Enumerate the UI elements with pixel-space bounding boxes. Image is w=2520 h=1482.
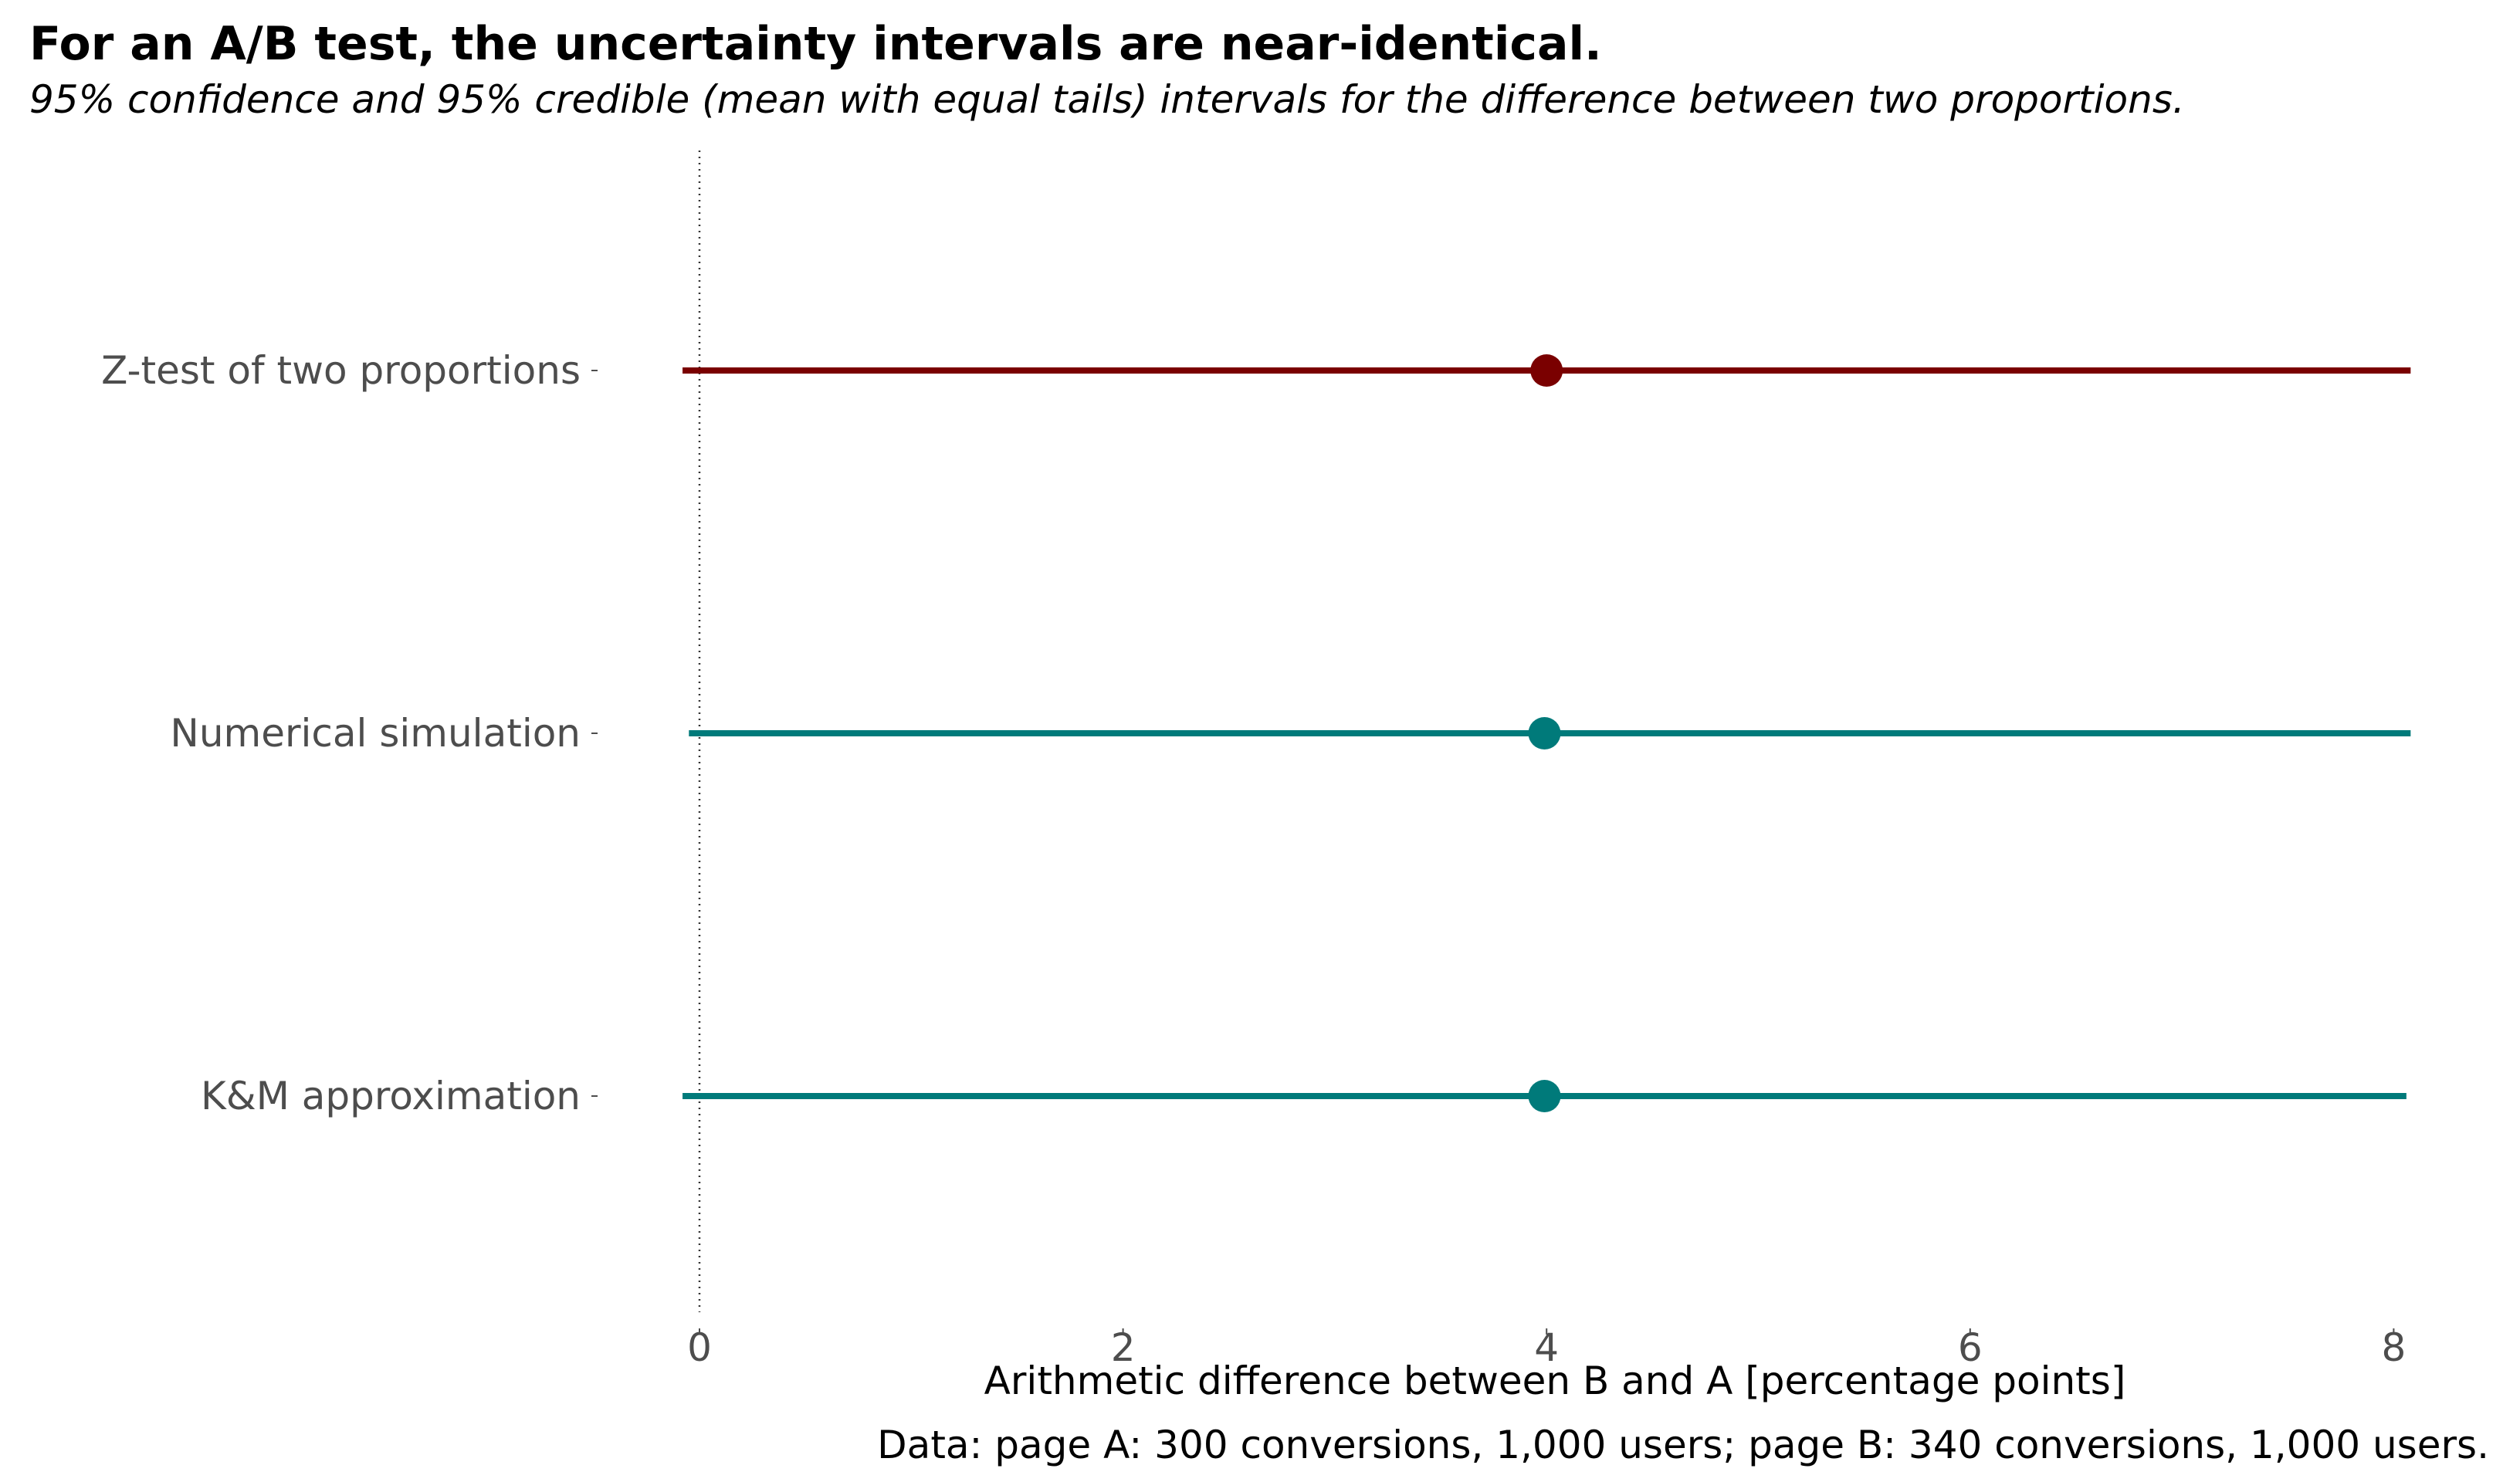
y-tick-label: Numerical simulation	[170, 711, 581, 756]
x-axis-label: Arithmetic difference between B and A [p…	[984, 1358, 2126, 1403]
chart-title: For an A/B test, the uncertainty interva…	[29, 17, 1602, 71]
interval-row: K&M approximation	[201, 1074, 2407, 1118]
point-estimate	[1530, 354, 1563, 387]
interval-row: Z-test of two proportions	[101, 348, 2411, 393]
interval-row: Numerical simulation	[170, 711, 2411, 756]
x-tick-label: 0	[687, 1325, 712, 1370]
x-tick-label: 8	[2381, 1325, 2406, 1370]
point-estimate	[1528, 1080, 1561, 1112]
x-tick-label: 4	[1534, 1325, 1559, 1370]
y-tick-label: Z-test of two proportions	[101, 348, 581, 393]
x-tick-label: 2	[1111, 1325, 1136, 1370]
x-tick-label: 6	[1958, 1325, 1983, 1370]
chart-subtitle: 95% confidence and 95% credible (mean wi…	[29, 77, 2185, 122]
data-caption: Data: page A: 300 conversions, 1,000 use…	[877, 1423, 2489, 1467]
y-tick-label: K&M approximation	[201, 1074, 581, 1118]
point-estimate	[1528, 717, 1561, 749]
